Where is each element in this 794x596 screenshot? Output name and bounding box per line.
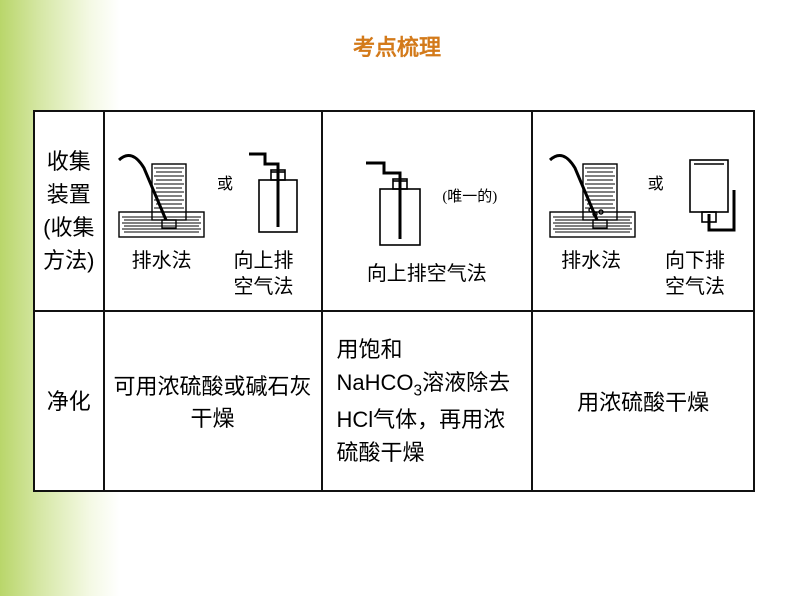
cell-collect-1: 或 排水法 向上排 空气法 bbox=[104, 111, 322, 311]
purify-text: 用饱和NaHCO3溶液除去HCl气体，再用浓硫酸干燥 bbox=[329, 333, 526, 469]
caption-label: 排水法 bbox=[539, 248, 643, 300]
or-label: 或 bbox=[646, 170, 666, 194]
caption-row: 向上排空气法 bbox=[329, 261, 526, 287]
cell-purify-2: 用饱和NaHCO3溶液除去HCl气体，再用浓硫酸干燥 bbox=[322, 311, 533, 491]
caption-label: 排水法 bbox=[111, 248, 213, 300]
purify-text: 可用浓硫酸或碱石灰干燥 bbox=[111, 369, 315, 433]
caption-label: 向上排 空气法 bbox=[213, 248, 315, 300]
row-header-collect: 收集装置(收集方法) bbox=[34, 111, 104, 311]
water-displacement-icon bbox=[114, 142, 209, 242]
cell-collect-2: (唯一的) 向上排空气法 bbox=[322, 111, 533, 311]
upward-air-icon bbox=[241, 142, 311, 242]
caption-label: 向下排 空气法 bbox=[643, 248, 747, 300]
caption-row: 排水法 向下排 空气法 bbox=[539, 248, 747, 300]
row-header-label: 收集装置(收集方法) bbox=[43, 149, 94, 273]
table-row: 净化 可用浓硫酸或碱石灰干燥 用饱和NaHCO3溶液除去HCl气体，再用浓硫酸干… bbox=[34, 311, 754, 491]
page-title: 考点梳理 bbox=[0, 30, 794, 62]
diagram-row: (唯一的) bbox=[329, 135, 526, 255]
content-table: 收集装置(收集方法) bbox=[33, 110, 755, 492]
purify-text: 用浓硫酸干燥 bbox=[539, 385, 747, 417]
row-header-label: 净化 bbox=[47, 389, 91, 414]
cell-purify-1: 可用浓硫酸或碱石灰干燥 bbox=[104, 311, 322, 491]
only-note: (唯一的) bbox=[442, 185, 497, 206]
diagram-row: 或 bbox=[539, 122, 747, 242]
upward-air-icon bbox=[356, 155, 436, 255]
cell-purify-3: 用浓硫酸干燥 bbox=[532, 311, 754, 491]
cell-collect-3: 或 排水法 向下排 空气法 bbox=[532, 111, 754, 311]
row-header-purify: 净化 bbox=[34, 311, 104, 491]
caption-row: 排水法 向上排 空气法 bbox=[111, 248, 315, 300]
or-label: 或 bbox=[215, 170, 235, 194]
downward-air-icon bbox=[672, 142, 742, 242]
diagram-row: 或 bbox=[111, 122, 315, 242]
water-displacement-icon bbox=[545, 142, 640, 242]
table-row: 收集装置(收集方法) bbox=[34, 111, 754, 311]
caption-label: 向上排空气法 bbox=[367, 261, 487, 287]
